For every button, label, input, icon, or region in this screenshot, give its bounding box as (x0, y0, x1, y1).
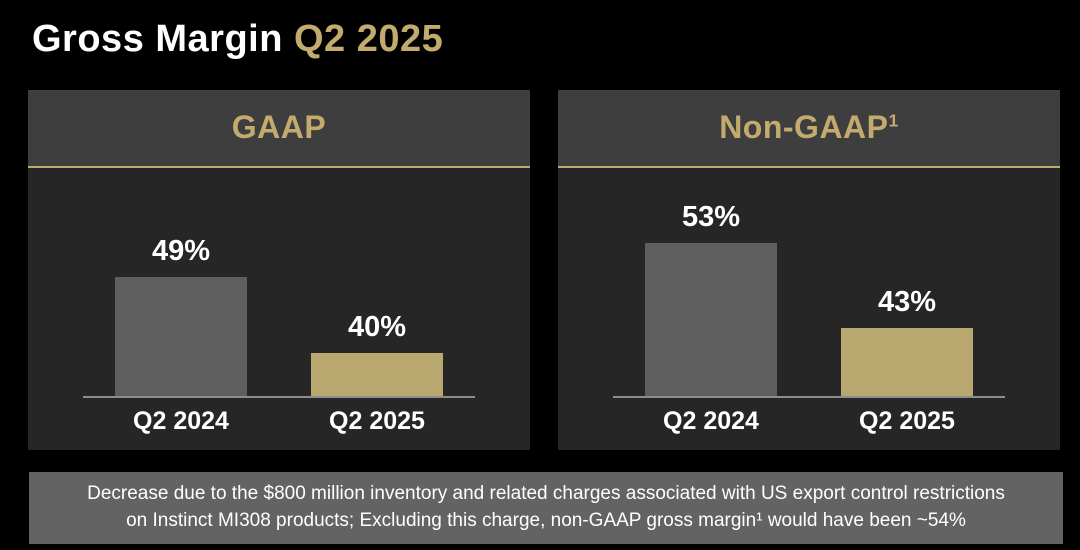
non-gaap-value-label-q2-2025: 43% (877, 285, 937, 318)
gaap-bar-q2-2024 (115, 276, 247, 396)
non-gaap-bar-group-q2-2024: 53% (645, 201, 777, 396)
non-gaap-category-label-q2-2025: Q2 2025 (859, 406, 955, 435)
gaap-title-text: GAAP (231, 109, 327, 146)
gaap-bar-group-q2-2024: 49% (115, 235, 247, 396)
non-gaap-panel-header: Non-GAAP1 (558, 89, 1060, 168)
non-gaap-bar-q2-2024 (645, 242, 777, 396)
non-gaap-title-superscript: 1 (888, 110, 899, 131)
chart-panels: GAAP 49% 40% Q2 2024 Q2 2025 (28, 89, 1060, 450)
gaap-panel: GAAP 49% 40% Q2 2024 Q2 2025 (28, 89, 530, 450)
page-title: Gross Margin Q2 2025 (32, 18, 1060, 62)
gaap-category-label-q2-2025: Q2 2025 (329, 406, 425, 435)
gaap-bar-group-q2-2025: 40% (311, 311, 443, 396)
non-gaap-panel-title: Non-GAAP1 (719, 109, 899, 146)
non-gaap-chart-area: 53% 43% Q2 2024 Q2 2025 (558, 168, 1060, 450)
gaap-panel-header: GAAP (28, 89, 530, 168)
page-title-main: Gross Margin (32, 18, 294, 60)
gaap-category-row: Q2 2024 Q2 2025 (83, 398, 475, 436)
non-gaap-bar-group-q2-2025: 43% (841, 286, 973, 396)
non-gaap-title-text: Non-GAAP (719, 109, 889, 146)
gaap-panel-title: GAAP (232, 109, 326, 146)
gaap-plot: 49% 40% (83, 168, 475, 398)
non-gaap-category-label-q2-2024: Q2 2024 (663, 406, 759, 435)
non-gaap-plot: 53% 43% (613, 168, 1005, 398)
gaap-chart-area: 49% 40% Q2 2024 Q2 2025 (28, 168, 530, 450)
gaap-bar-q2-2025 (311, 352, 443, 396)
page-title-highlight: Q2 2025 (294, 18, 444, 60)
non-gaap-bar-q2-2025 (841, 327, 973, 396)
footnote-bar: Decrease due to the $800 million invento… (29, 471, 1063, 544)
non-gaap-category-row: Q2 2024 Q2 2025 (613, 398, 1005, 436)
gaap-value-label-q2-2025: 40% (347, 310, 407, 343)
non-gaap-value-label-q2-2024: 53% (681, 200, 741, 233)
non-gaap-panel: Non-GAAP1 53% 43% Q2 2024 Q2 2025 (558, 89, 1060, 450)
gaap-value-label-q2-2024: 49% (151, 234, 211, 267)
footnote-text: Decrease due to the $800 million invento… (87, 483, 1005, 531)
gaap-category-label-q2-2024: Q2 2024 (133, 406, 229, 435)
